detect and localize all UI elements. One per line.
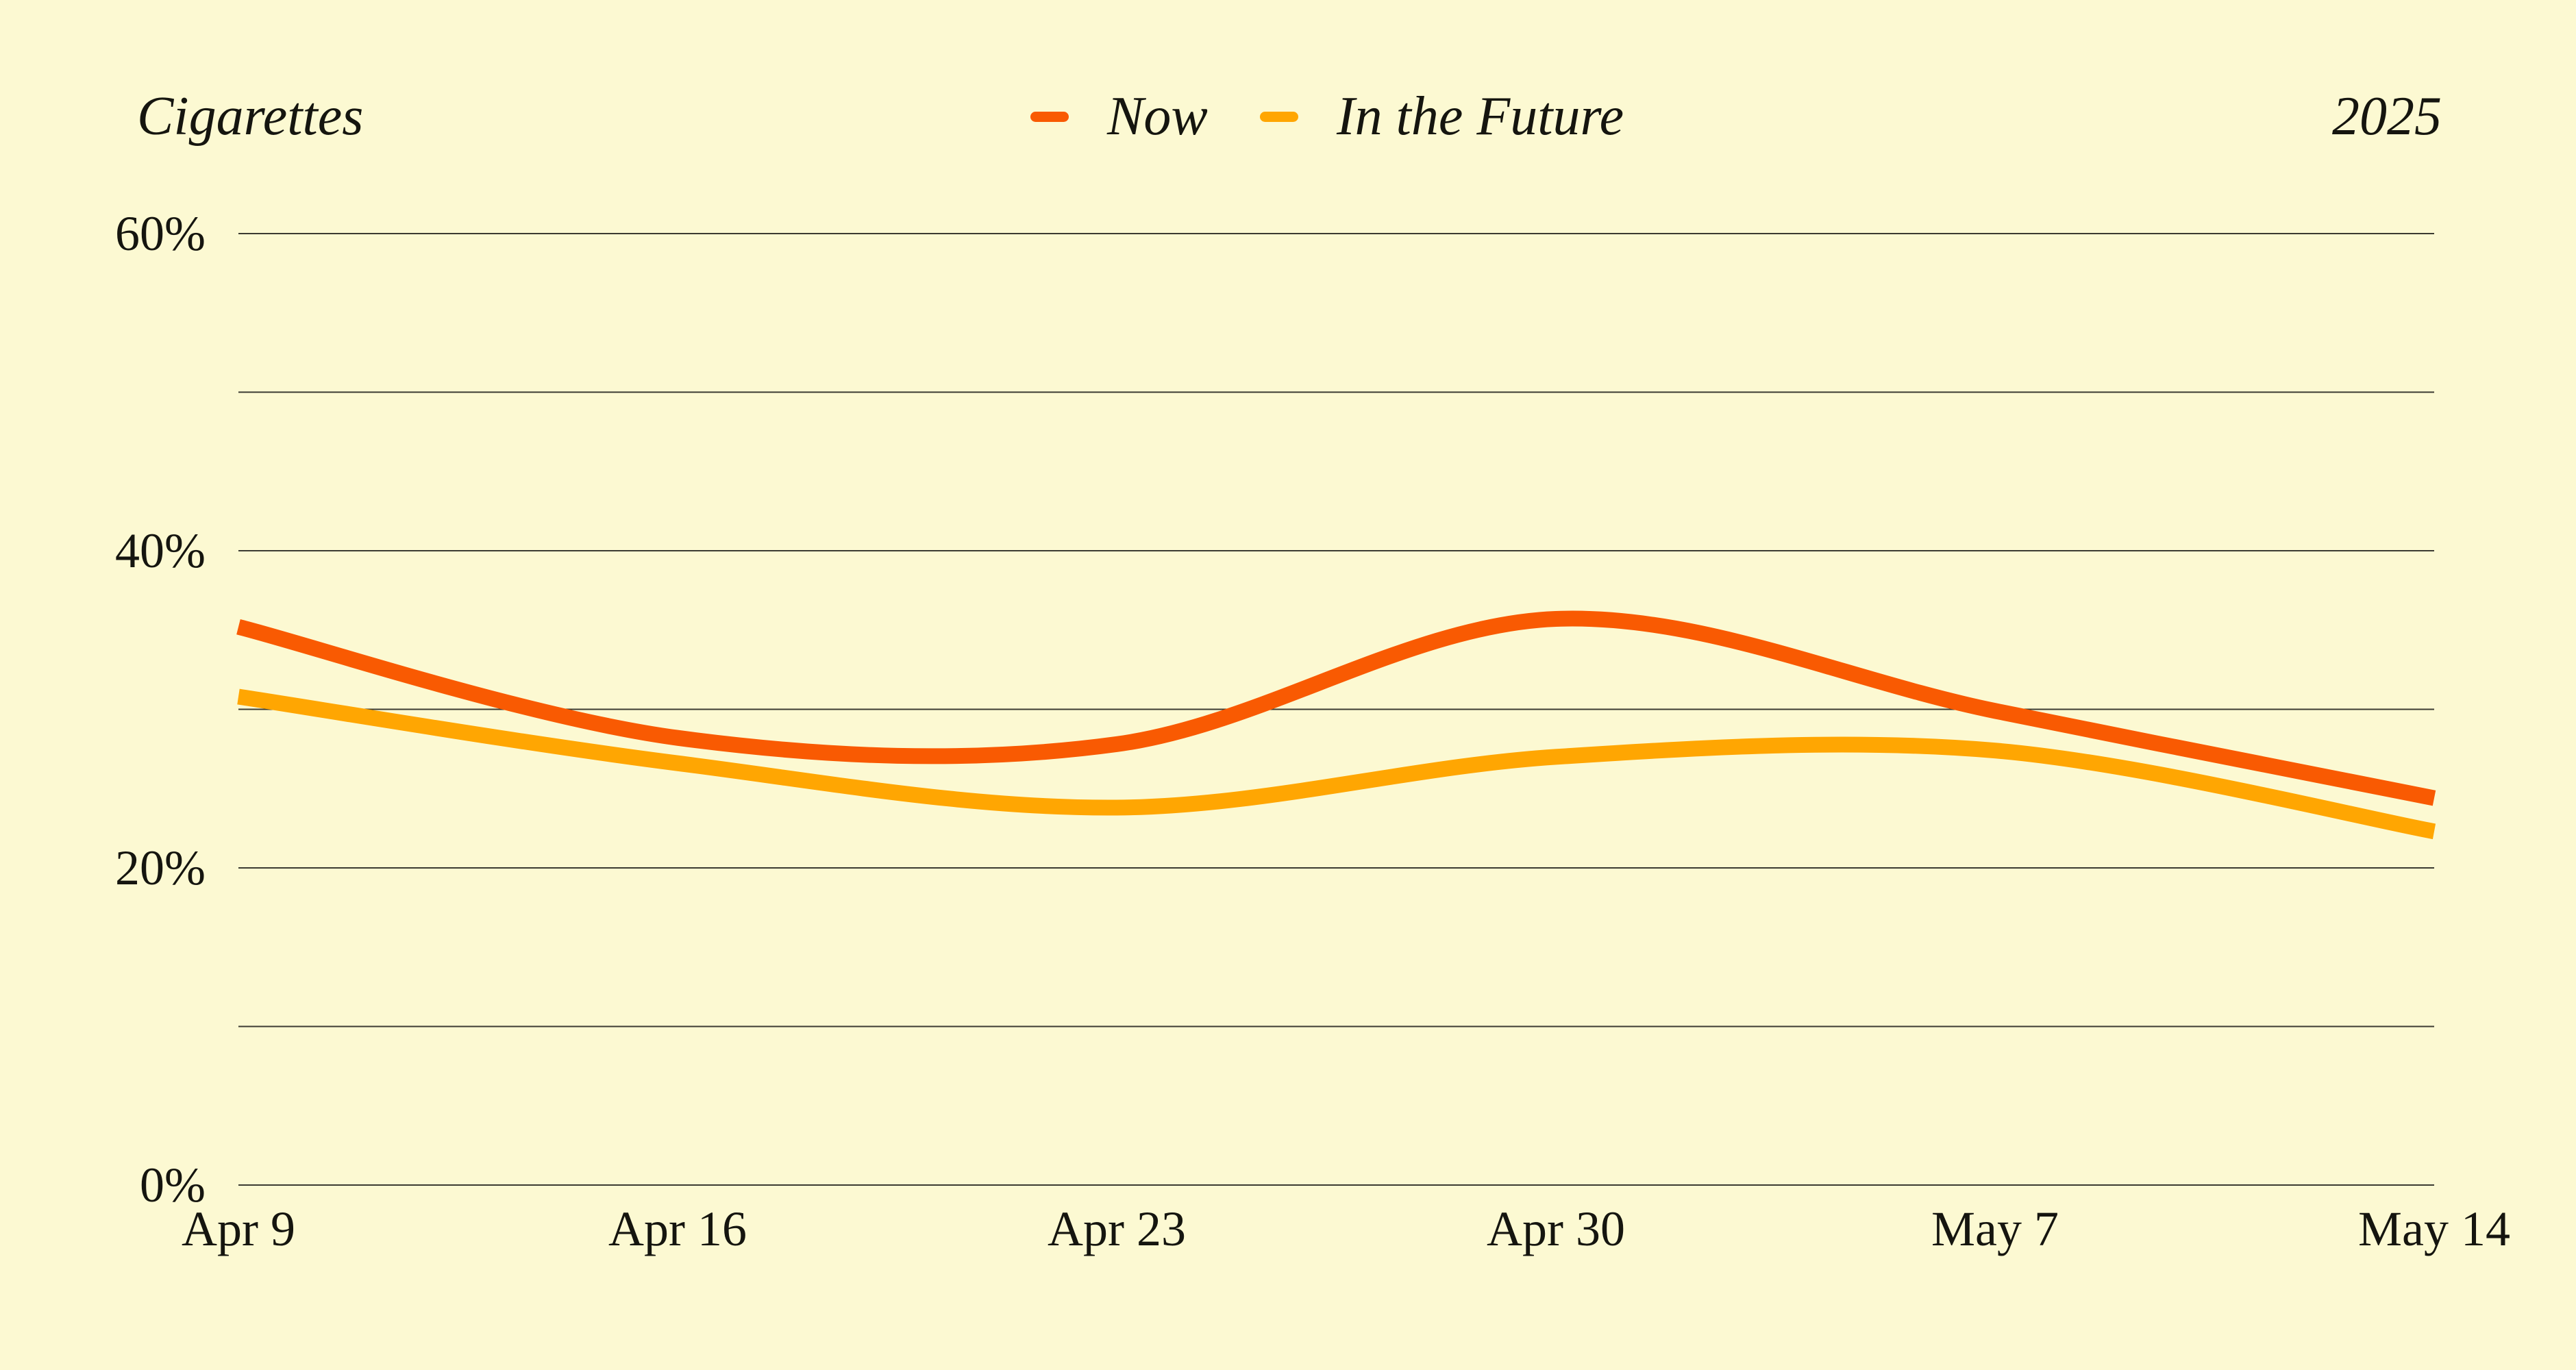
y-tick-label: 0% [140,1158,206,1212]
y-tick-label: 60% [115,206,206,261]
series-line-in-the-future [237,688,2436,840]
x-tick-label: May 14 [2358,1201,2510,1256]
x-tick-label: May 7 [1931,1201,2059,1256]
legend-item-now: Now [1030,86,1208,147]
y-tick-label: 40% [115,523,206,578]
x-tick-label: Apr 23 [1048,1201,1186,1256]
chart-year: 2025 [2332,86,2442,147]
legend-label-now: Now [1107,86,1208,147]
legend-swatch-now-icon [1030,111,1069,122]
legend-item-future: In the Future [1260,86,1624,147]
grid-layer [238,233,2434,1186]
legend-label-future: In the Future [1337,86,1624,147]
series-line-now [236,610,2436,806]
x-tick-label: Apr 16 [608,1201,747,1256]
x-tick-label: Apr 30 [1487,1201,1625,1256]
legend-swatch-future-icon [1260,111,1298,122]
axis-label-layer: 0% 20% 40% 60% Apr 9 Apr 16 Apr 23 Apr 30 May 7 M… [115,206,2510,1256]
x-tick-label: Apr 9 [182,1201,295,1256]
chart-title: Cigarettes [137,86,364,147]
y-tick-label: 20% [115,840,206,895]
series-layer [236,610,2436,840]
